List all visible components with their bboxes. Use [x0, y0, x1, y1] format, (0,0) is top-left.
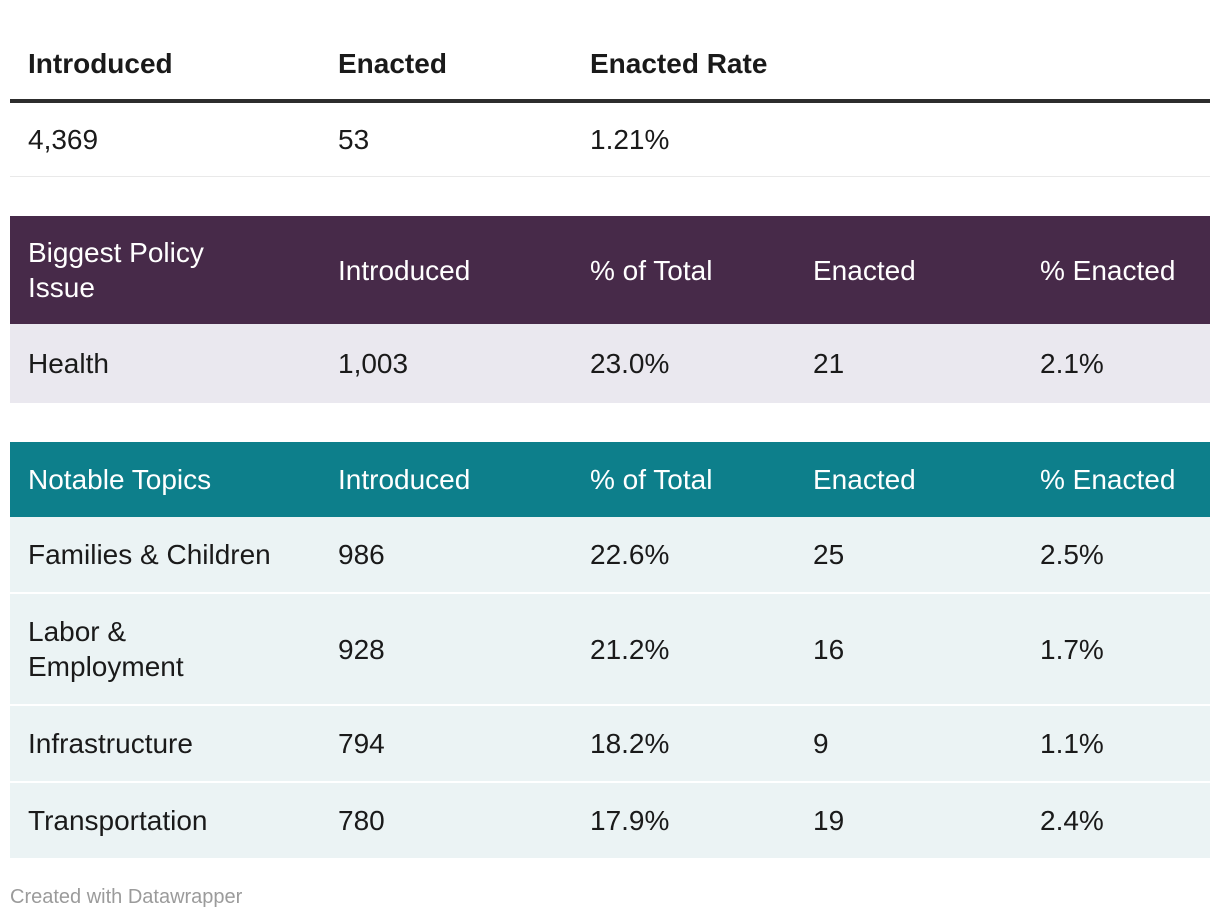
- table-row: Transportation 780 17.9% 19 2.4%: [10, 781, 1210, 858]
- row-label: Labor & Employment: [10, 592, 320, 705]
- policy-col-issue: Biggest Policy Issue: [10, 216, 320, 324]
- table-row: Health 1,003 23.0% 21 2.1%: [10, 324, 1210, 403]
- cell: 986: [320, 517, 572, 593]
- summary-col-enacted-rate: Enacted Rate: [572, 0, 1210, 103]
- summary-header-row: Introduced Enacted Enacted Rate: [10, 0, 1210, 103]
- notable-topics-table: Notable Topics Introduced % of Total Ena…: [10, 442, 1210, 858]
- table-row: 4,369 53 1.21%: [10, 101, 1210, 177]
- cell: 9: [795, 704, 1022, 782]
- topics-header-row: Notable Topics Introduced % of Total Ena…: [10, 442, 1210, 517]
- cell: 21: [795, 324, 1022, 403]
- summary-col-introduced: Introduced: [10, 0, 320, 103]
- table-row: Labor & Employment 928 21.2% 16 1.7%: [10, 592, 1210, 705]
- topics-col-introduced: Introduced: [320, 442, 572, 517]
- table-row: Families & Children 986 22.6% 25 2.5%: [10, 517, 1210, 593]
- cell: 16: [795, 592, 1022, 705]
- topics-col-name: Notable Topics: [10, 442, 320, 517]
- cell: 1.1%: [1022, 704, 1210, 782]
- cell: 19: [795, 781, 1022, 858]
- cell: 18.2%: [572, 704, 795, 782]
- cell: 17.9%: [572, 781, 795, 858]
- policy-col-pct-total: % of Total: [572, 216, 795, 324]
- cell: 1.7%: [1022, 592, 1210, 705]
- cell: 2.4%: [1022, 781, 1210, 858]
- policy-col-pct-enacted: % Enacted: [1022, 216, 1210, 324]
- summary-table: Introduced Enacted Enacted Rate 4,369 53…: [10, 0, 1210, 177]
- table-row: Infrastructure 794 18.2% 9 1.1%: [10, 704, 1210, 782]
- cell-enacted-total: 53: [320, 101, 572, 177]
- cell: 23.0%: [572, 324, 795, 403]
- cell: 25: [795, 517, 1022, 593]
- row-label: Transportation: [10, 781, 320, 858]
- topics-col-pct-enacted: % Enacted: [1022, 442, 1210, 517]
- cell: 21.2%: [572, 592, 795, 705]
- cell-enacted-rate: 1.21%: [572, 101, 1210, 177]
- topics-col-pct-total: % of Total: [572, 442, 795, 517]
- datawrapper-attribution-link[interactable]: Created with Datawrapper: [10, 886, 243, 908]
- policy-col-enacted: Enacted: [795, 216, 1022, 324]
- policy-col-introduced: Introduced: [320, 216, 572, 324]
- row-label: Health: [10, 324, 320, 403]
- cell: 2.1%: [1022, 324, 1210, 403]
- cell: 780: [320, 781, 572, 858]
- topics-col-enacted: Enacted: [795, 442, 1022, 517]
- cell: 2.5%: [1022, 517, 1210, 593]
- cell: 1,003: [320, 324, 572, 403]
- chart-container: Introduced Enacted Enacted Rate 4,369 53…: [10, 0, 1210, 858]
- summary-col-enacted: Enacted: [320, 0, 572, 103]
- biggest-policy-issue-table: Biggest Policy Issue Introduced % of Tot…: [10, 216, 1210, 403]
- cell-introduced-total: 4,369: [10, 101, 320, 177]
- cell: 928: [320, 592, 572, 705]
- row-label: Infrastructure: [10, 704, 320, 782]
- cell: 22.6%: [572, 517, 795, 593]
- policy-header-row: Biggest Policy Issue Introduced % of Tot…: [10, 216, 1210, 324]
- cell: 794: [320, 704, 572, 782]
- row-label: Families & Children: [10, 517, 320, 593]
